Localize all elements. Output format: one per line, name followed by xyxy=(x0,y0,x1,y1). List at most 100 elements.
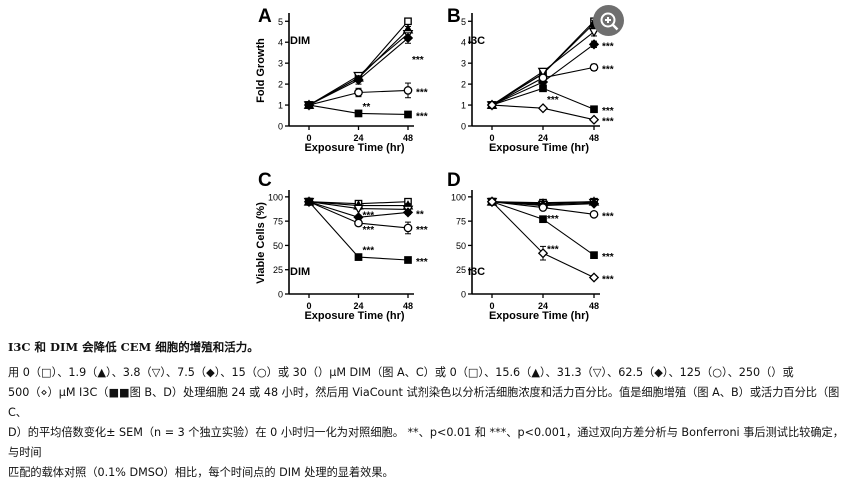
significance-label: *** xyxy=(602,41,614,52)
panel-compound-label: I3C xyxy=(468,35,485,47)
data-point xyxy=(354,88,363,97)
significance-label: ** xyxy=(363,102,371,113)
data-point xyxy=(353,204,364,215)
data-point xyxy=(539,215,547,224)
y-tick-label: 5 xyxy=(461,17,466,27)
data-point xyxy=(404,17,412,26)
data-point xyxy=(354,218,363,228)
zoom-in-icon xyxy=(600,12,618,30)
y-tick-label: 4 xyxy=(461,38,466,48)
data-point xyxy=(404,110,412,119)
series-line xyxy=(491,20,595,106)
y-tick-label: 25 xyxy=(456,265,466,275)
data-point xyxy=(403,223,413,233)
data-point xyxy=(590,105,598,114)
zoom-button[interactable] xyxy=(593,5,624,36)
y-tick-label: 5 xyxy=(278,17,283,27)
x-tick-label: 24 xyxy=(538,133,548,143)
panel-compound-label: DIM xyxy=(290,266,310,278)
y-tick-label: 0 xyxy=(461,122,466,132)
data-point xyxy=(589,63,599,72)
data-point xyxy=(588,114,600,125)
significance-label: *** xyxy=(416,225,428,236)
y-tick-label: 50 xyxy=(273,241,283,251)
panel-letter: B xyxy=(447,6,461,27)
caption-line: 匹配的载体对照（0.1% DMSO）相比，每个时间点的 DIM 处理的显着效果。 xyxy=(8,466,394,479)
y-tick-label: 0 xyxy=(461,290,466,300)
x-tick-label: 48 xyxy=(403,133,413,143)
y-tick-label: 100 xyxy=(268,192,283,202)
x-tick-label: 0 xyxy=(489,301,494,311)
x-tick-label: 24 xyxy=(538,301,548,311)
data-point xyxy=(539,84,547,93)
data-point xyxy=(589,209,599,219)
series-line xyxy=(491,201,595,278)
series-line xyxy=(491,22,595,106)
data-point xyxy=(588,272,600,283)
x-tick-label: 48 xyxy=(403,301,413,311)
y-tick-label: 25 xyxy=(273,265,283,275)
data-point xyxy=(404,256,412,264)
significance-label: *** xyxy=(547,95,559,106)
significance-label: *** xyxy=(602,274,614,285)
y-tick-label: 2 xyxy=(278,80,283,90)
significance-label: *** xyxy=(416,111,428,122)
y-tick-label: 0 xyxy=(278,290,283,300)
data-point xyxy=(486,196,498,207)
x-tick-label: 0 xyxy=(489,133,494,143)
y-tick-label: 50 xyxy=(456,241,466,251)
data-point xyxy=(402,207,414,218)
y-tick-label: 1 xyxy=(278,101,283,111)
y-axis-title: Fold Growth xyxy=(255,38,267,103)
data-point xyxy=(353,74,364,86)
panel-letter: D xyxy=(447,170,461,191)
data-point xyxy=(305,197,313,206)
significance-label: *** xyxy=(412,55,424,66)
significance-label: ** xyxy=(416,209,424,220)
panel-letter: C xyxy=(258,170,272,191)
y-tick-label: 1 xyxy=(461,101,466,111)
x-axis-title: Exposure Time (hr) xyxy=(489,310,589,322)
x-tick-label: 0 xyxy=(306,301,311,311)
panel-letter: A xyxy=(258,6,272,27)
x-tick-label: 48 xyxy=(589,301,599,311)
data-point xyxy=(402,32,414,44)
caption-title: I3C 和 DIM 会降低 CEM 细胞的增殖和活力。 xyxy=(8,340,259,354)
significance-label: *** xyxy=(547,214,559,225)
significance-label: *** xyxy=(416,257,428,268)
significance-label: *** xyxy=(363,210,375,221)
caption-line: 用 0（□）、1.9（▲）、3.8（▽）、7.5（◆）、15（○）或 30（）μ… xyxy=(8,366,794,379)
significance-label: *** xyxy=(602,211,614,222)
y-axis-title: Viable Cells (%) xyxy=(255,202,267,284)
significance-label: *** xyxy=(547,244,559,255)
data-point xyxy=(588,39,600,50)
significance-label: *** xyxy=(602,64,614,75)
figure-caption: I3C 和 DIM 会降低 CEM 细胞的增殖和活力。 用 0（□）、1.9（▲… xyxy=(8,337,853,483)
significance-label: *** xyxy=(363,245,375,256)
x-axis-title: Exposure Time (hr) xyxy=(304,310,404,322)
significance-label: *** xyxy=(363,225,375,236)
data-point xyxy=(305,101,313,109)
caption-line: D）的平均倍数变化± SEM（n = 3 个独立实验）在 0 小时归一化为对照细… xyxy=(8,426,844,459)
data-point xyxy=(403,86,413,95)
x-tick-label: 24 xyxy=(353,133,363,143)
data-point xyxy=(537,103,549,114)
y-tick-label: 4 xyxy=(278,38,283,48)
y-tick-label: 75 xyxy=(273,217,283,227)
x-tick-label: 0 xyxy=(306,133,311,143)
y-tick-label: 2 xyxy=(461,80,466,90)
data-point xyxy=(538,73,548,83)
significance-label: *** xyxy=(602,117,614,128)
panel-compound-label: DIM xyxy=(290,35,310,47)
x-tick-label: 48 xyxy=(589,133,599,143)
data-point xyxy=(590,251,598,259)
y-tick-label: 3 xyxy=(278,59,283,69)
y-tick-label: 3 xyxy=(461,59,466,69)
data-point xyxy=(354,109,363,118)
data-point xyxy=(486,99,498,111)
panel-compound-label: I3C xyxy=(468,266,485,278)
significance-label: *** xyxy=(416,87,428,98)
x-axis-title: Exposure Time (hr) xyxy=(489,142,589,154)
data-point xyxy=(537,67,549,78)
